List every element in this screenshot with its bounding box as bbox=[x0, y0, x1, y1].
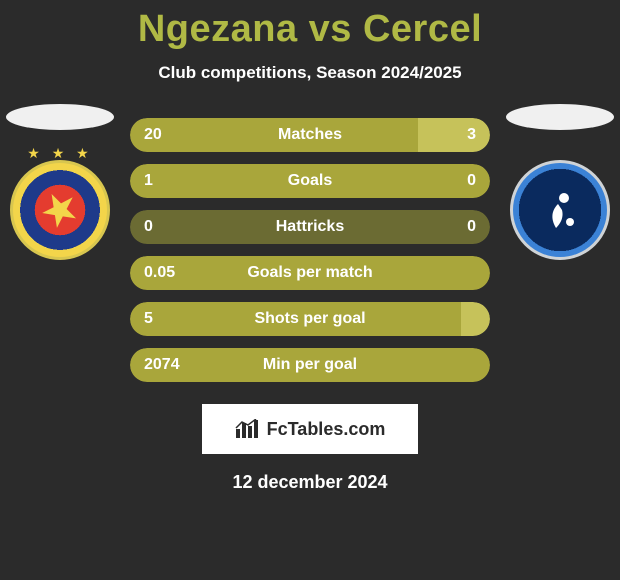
player-right-silhouette-shadow bbox=[506, 104, 614, 130]
subtitle: Club competitions, Season 2024/2025 bbox=[0, 63, 620, 83]
date-text: 12 december 2024 bbox=[0, 472, 620, 493]
player-icon bbox=[538, 188, 582, 232]
stat-label: Hattricks bbox=[130, 210, 490, 244]
stat-label: Goals bbox=[130, 164, 490, 198]
page-title: Ngezana vs Cercel bbox=[0, 8, 620, 51]
stat-label: Min per goal bbox=[130, 348, 490, 382]
stat-bar: Hattricks0 0 bbox=[130, 210, 490, 244]
stars-icon: ★ ★ ★ bbox=[13, 145, 107, 162]
player-left-silhouette-shadow bbox=[6, 104, 114, 130]
stat-value-left: 0.05 bbox=[144, 256, 175, 290]
bar-chart-icon bbox=[235, 419, 261, 439]
stat-bar: Shots per goal5 bbox=[130, 302, 490, 336]
stat-bar: Matches20 3 bbox=[130, 118, 490, 152]
stat-bar: Goals1 0 bbox=[130, 164, 490, 198]
stat-value-right: 0 bbox=[467, 164, 476, 198]
stat-value-right: 3 bbox=[467, 118, 476, 152]
player-left-column: ★ ★ ★ bbox=[0, 104, 120, 260]
stat-label: Goals per match bbox=[130, 256, 490, 290]
club-badge-right bbox=[510, 160, 610, 260]
stat-label: Shots per goal bbox=[130, 302, 490, 336]
stat-value-left: 1 bbox=[144, 164, 153, 198]
player-right-column bbox=[500, 104, 620, 260]
stat-bar: Min per goal2074 bbox=[130, 348, 490, 382]
brand-box: FcTables.com bbox=[202, 404, 418, 454]
stat-value-left: 2074 bbox=[144, 348, 180, 382]
stat-label: Matches bbox=[130, 118, 490, 152]
stat-bar: Goals per match0.05 bbox=[130, 256, 490, 290]
stat-value-right: 0 bbox=[467, 210, 476, 244]
club-badge-left: ★ ★ ★ bbox=[10, 160, 110, 260]
stat-value-left: 0 bbox=[144, 210, 153, 244]
stats-column: Matches203Goals10Hattricks00Goals per ma… bbox=[130, 118, 490, 394]
stat-value-left: 5 bbox=[144, 302, 153, 336]
brand-text: FcTables.com bbox=[267, 419, 386, 440]
stat-value-left: 20 bbox=[144, 118, 162, 152]
